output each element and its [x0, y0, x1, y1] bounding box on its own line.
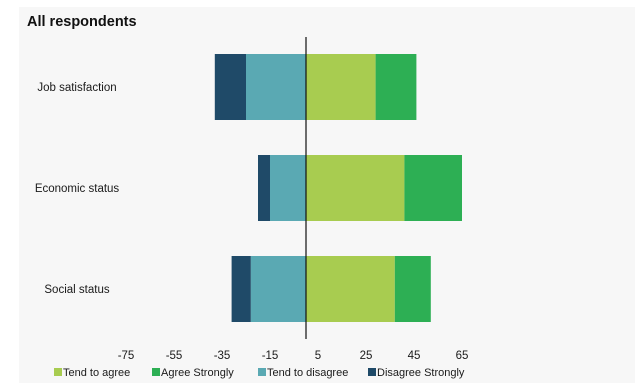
bar-job-satisfaction-tend-to-disagree: [246, 54, 306, 120]
category-labels: Job satisfaction Economic status Social st…: [35, 82, 120, 296]
x-tick-label: 65: [456, 350, 469, 362]
x-tick-labels: -75 -55 -35 -15 5 25 45 65: [118, 350, 469, 362]
legend-swatch: [54, 368, 62, 376]
bar-economic-status-tend-to-disagree: [270, 155, 306, 221]
x-tick-label: 5: [315, 350, 321, 362]
chart-title: All respondents: [27, 14, 137, 30]
legend-label: Tend to agree: [63, 367, 130, 379]
bar-economic-status-disagree-strongly: [258, 155, 270, 221]
x-tick-label: 25: [360, 350, 373, 362]
bar-economic-status-tend-to-agree: [306, 155, 405, 221]
bar-social-status-agree-strongly: [394, 256, 431, 322]
category-label-social-status: Social status: [44, 284, 109, 296]
bars-layer: [214, 54, 462, 322]
bar-social-status-disagree-strongly: [231, 256, 251, 322]
bar-social-status-tend-to-agree: [306, 256, 395, 322]
bar-job-satisfaction-tend-to-agree: [306, 54, 376, 120]
x-tick-label: -15: [262, 350, 279, 362]
legend-swatch: [258, 368, 266, 376]
legend-swatch: [368, 368, 376, 376]
bar-job-satisfaction-disagree-strongly: [214, 54, 246, 120]
legend-swatch: [152, 368, 160, 376]
x-tick-label: -55: [166, 350, 183, 362]
bar-job-satisfaction-agree-strongly: [375, 54, 417, 120]
legend-item-tend-to-disagree: Tend to disagree: [258, 367, 348, 379]
category-label-job-satisfaction: Job satisfaction: [37, 82, 116, 94]
legend-label: Tend to disagree: [267, 367, 348, 379]
legend-label: Agree Strongly: [161, 367, 234, 379]
legend-item-disagree-strongly: Disagree Strongly: [368, 367, 465, 379]
legend-item-agree-strongly: Agree Strongly: [152, 367, 234, 379]
bar-social-status-tend-to-disagree: [250, 256, 306, 322]
legend: Tend to agree Agree Strongly Tend to disag…: [54, 367, 465, 379]
legend-item-tend-to-agree: Tend to agree: [54, 367, 130, 379]
bar-economic-status-agree-strongly: [404, 155, 462, 221]
category-label-economic-status: Economic status: [35, 183, 120, 195]
x-tick-label: -75: [118, 350, 135, 362]
x-tick-label: -35: [214, 350, 231, 362]
legend-label: Disagree Strongly: [377, 367, 465, 379]
x-tick-label: 45: [408, 350, 421, 362]
